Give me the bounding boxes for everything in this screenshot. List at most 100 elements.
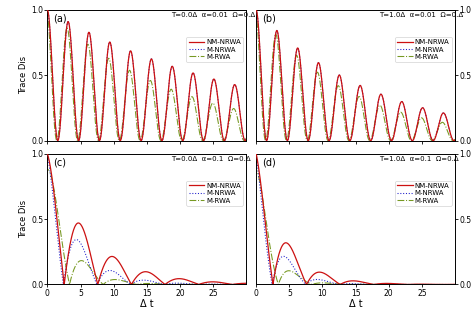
- NM-NRWA: [319, 82, 325, 86]
- M-NRWA: [140, 132, 146, 136]
- M-RWA: [140, 128, 146, 131]
- M-NRWA: [110, 66, 116, 70]
- NM-NRWA: [235, 282, 240, 286]
- M-NRWA: [45, 152, 50, 156]
- M-NRWA: [244, 137, 249, 141]
- M-NRWA: [45, 8, 50, 12]
- M-RWA: [124, 280, 129, 284]
- NM-NRWA: [293, 256, 299, 260]
- M-NRWA: [319, 82, 325, 86]
- M-NRWA: [253, 8, 259, 12]
- M-RWA: [374, 110, 380, 114]
- NM-NRWA: [45, 152, 50, 156]
- M-RWA: [410, 283, 416, 286]
- M-NRWA: [333, 94, 338, 98]
- NM-NRWA: [349, 279, 355, 283]
- M-NRWA: [228, 283, 234, 286]
- M-RWA: [443, 283, 449, 286]
- M-NRWA: [253, 152, 259, 156]
- M-RWA: [201, 283, 207, 286]
- Text: T=1.0Δ  α=0.1  Ω=0.Δ: T=1.0Δ α=0.1 Ω=0.Δ: [380, 156, 459, 162]
- NM-NRWA: [110, 255, 116, 259]
- NM-NRWA: [76, 139, 82, 143]
- Line: M-RWA: M-RWA: [256, 154, 455, 284]
- Line: NM-NRWA: NM-NRWA: [47, 10, 246, 141]
- NM-NRWA: [84, 39, 90, 43]
- M-RWA: [443, 126, 449, 129]
- M-NRWA: [332, 282, 338, 285]
- M-NRWA: [437, 283, 443, 286]
- Text: (a): (a): [54, 14, 67, 24]
- M-NRWA: [140, 278, 146, 282]
- M-RWA: [124, 81, 129, 85]
- M-NRWA: [374, 108, 380, 112]
- M-RWA: [293, 55, 299, 59]
- M-RWA: [253, 152, 259, 156]
- M-NRWA: [124, 280, 129, 284]
- M-NRWA: [374, 283, 380, 286]
- M-NRWA: [293, 269, 299, 273]
- NM-NRWA: [452, 283, 458, 286]
- Line: M-NRWA: M-NRWA: [256, 10, 455, 141]
- M-RWA: [253, 8, 259, 12]
- NM-NRWA: [244, 137, 249, 141]
- M-NRWA: [244, 283, 249, 286]
- M-RWA: [235, 283, 240, 286]
- NM-NRWA: [332, 279, 338, 283]
- M-NRWA: [349, 282, 355, 285]
- M-RWA: [319, 99, 325, 103]
- M-RWA: [319, 281, 325, 285]
- NM-NRWA: [319, 270, 325, 274]
- M-NRWA: [235, 283, 240, 286]
- M-RWA: [452, 137, 458, 141]
- M-NRWA: [124, 78, 129, 82]
- M-RWA: [75, 139, 81, 143]
- NM-NRWA: [84, 239, 90, 243]
- Line: NM-NRWA: NM-NRWA: [256, 10, 455, 141]
- M-RWA: [235, 115, 240, 119]
- M-NRWA: [349, 134, 355, 138]
- NM-NRWA: [293, 53, 299, 57]
- NM-NRWA: [165, 90, 171, 94]
- M-NRWA: [319, 278, 325, 282]
- NM-NRWA: [244, 281, 249, 285]
- Line: M-RWA: M-RWA: [47, 10, 246, 141]
- Y-axis label: Trace Dis: Trace Dis: [19, 200, 28, 238]
- M-RWA: [349, 130, 355, 134]
- M-RWA: [332, 282, 338, 286]
- M-RWA: [140, 282, 146, 285]
- NM-NRWA: [333, 94, 338, 98]
- Legend: NM-NRWA, M-NRWA, M-RWA: NM-NRWA, M-NRWA, M-RWA: [395, 37, 452, 62]
- M-RWA: [293, 272, 299, 276]
- Y-axis label: Trace Dis: Trace Dis: [19, 56, 28, 94]
- NM-NRWA: [140, 132, 146, 136]
- M-RWA: [349, 282, 355, 286]
- M-RWA: [110, 91, 116, 95]
- NM-NRWA: [124, 273, 129, 277]
- M-NRWA: [165, 90, 171, 94]
- M-NRWA: [165, 282, 171, 286]
- NM-NRWA: [438, 283, 444, 286]
- M-RWA: [283, 139, 289, 143]
- M-RWA: [110, 278, 116, 282]
- X-axis label: Δ t: Δ t: [349, 299, 363, 309]
- M-NRWA: [235, 91, 240, 95]
- NM-NRWA: [235, 91, 240, 95]
- Legend: NM-NRWA, M-NRWA, M-RWA: NM-NRWA, M-NRWA, M-RWA: [186, 181, 243, 206]
- Text: (b): (b): [262, 14, 276, 24]
- Line: M-RWA: M-RWA: [256, 10, 455, 141]
- M-RWA: [244, 283, 249, 286]
- X-axis label: Δ t: Δ t: [140, 299, 154, 309]
- NM-NRWA: [124, 78, 129, 82]
- Line: M-NRWA: M-NRWA: [47, 10, 246, 141]
- M-RWA: [452, 283, 458, 286]
- M-NRWA: [443, 115, 449, 119]
- NM-NRWA: [229, 283, 235, 286]
- NM-NRWA: [349, 134, 355, 138]
- Text: (d): (d): [262, 158, 276, 168]
- M-RWA: [84, 44, 90, 48]
- NM-NRWA: [374, 108, 380, 112]
- Text: T=0.0Δ  α=0.01  Ω=0.Δ: T=0.0Δ α=0.01 Ω=0.Δ: [171, 12, 255, 18]
- NM-NRWA: [452, 138, 458, 142]
- M-NRWA: [284, 139, 290, 143]
